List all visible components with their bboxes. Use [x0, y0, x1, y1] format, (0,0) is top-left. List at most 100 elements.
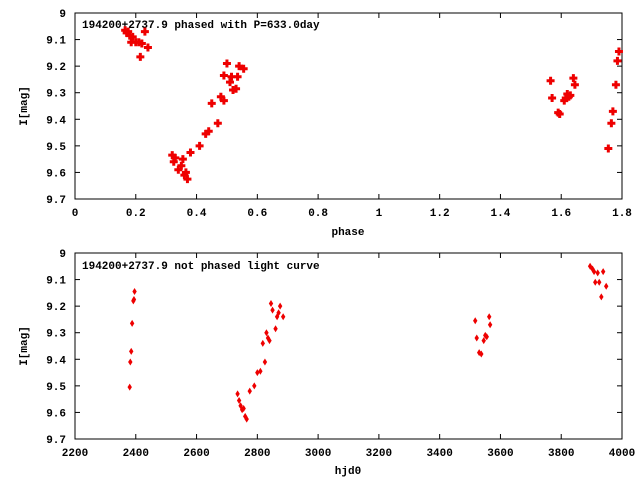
unphased-y-tick-label: 9.7 [46, 435, 66, 447]
phased-x-tick-label: 1.4 [491, 208, 511, 220]
unphased-y-tick-label: 9.3 [46, 329, 66, 341]
unphased-data-point [241, 404, 246, 412]
unphased-data-point [236, 396, 242, 404]
unphased-data-point [128, 358, 133, 366]
phased-x-tick-label: 0.8 [308, 208, 328, 220]
unphased-data-point [280, 313, 286, 321]
unphased-data-point [267, 337, 272, 345]
phased-data-point [183, 175, 192, 184]
unphased-x-tick-label: 2800 [244, 448, 270, 460]
unphased-x-tick-label: 3000 [305, 448, 331, 460]
unphased-data-point [127, 383, 132, 391]
unphased-data-point [597, 278, 602, 286]
unphased-data-point [273, 325, 278, 333]
unphased-data-point [481, 337, 486, 345]
phased-data-point [608, 107, 617, 116]
phased-data-point [140, 27, 149, 36]
phased-data-point [207, 99, 216, 108]
unphased-data-point [484, 333, 489, 341]
phased-data-point [570, 80, 579, 89]
phased-data-point [555, 109, 564, 118]
unphased-data-point [239, 406, 245, 414]
unphased-chart-title: 194200+2737.9 not phased light curve [82, 261, 320, 273]
phased-data-point [239, 64, 248, 73]
unphased-data-point [487, 313, 492, 321]
unphased-y-tick-label: 9.2 [46, 302, 66, 314]
phased-data-point [216, 92, 225, 101]
phased-data-point [219, 71, 228, 80]
unphased-data-point [268, 299, 274, 307]
unphased-axes: 2200 2400 2600 2800 3000 3200 3400 3600 3800 4000… [46, 249, 635, 460]
phased-x-tick-label: 0.2 [126, 208, 146, 220]
unphased-data-point [473, 317, 478, 325]
phased-data-point [136, 52, 145, 61]
unphased-data-point [129, 319, 135, 327]
phased-data-points [121, 26, 623, 184]
phased-data-point [174, 165, 183, 174]
unphased-data-point [131, 296, 137, 303]
phased-x-axis-label: phase [331, 227, 364, 239]
phased-data-point [233, 72, 242, 81]
phased-x-tick-label: 0 [72, 208, 79, 220]
phased-y-tick-label: 9 [59, 9, 66, 21]
phased-data-point [235, 62, 244, 71]
unphased-data-point [264, 329, 269, 337]
phased-y-tick-label: 9.6 [46, 168, 66, 180]
unphased-x-tick-label: 3800 [548, 448, 574, 460]
phased-data-point [569, 74, 578, 83]
phased-data-point [178, 155, 187, 164]
phased-x-tick-label: 1 [376, 208, 383, 220]
phased-x-tick-label: 1.8 [612, 208, 632, 220]
phased-y-tick-label: 9.4 [46, 115, 66, 127]
phased-data-point [546, 76, 555, 85]
phased-x-tick-label: 0.4 [187, 208, 207, 220]
phased-data-point [204, 127, 213, 136]
phased-data-point [560, 96, 569, 105]
unphased-y-tick-label: 9.5 [46, 382, 66, 394]
phased-data-point [232, 84, 241, 93]
phased-x-tick-label: 1.2 [430, 208, 450, 220]
unphased-x-tick-label: 4000 [609, 448, 635, 460]
unphased-data-point [593, 278, 598, 286]
phased-data-point [201, 129, 210, 138]
unphased-x-tick-label: 3400 [426, 448, 452, 460]
phased-data-point [613, 56, 622, 65]
unphased-data-point [258, 367, 263, 375]
unphased-data-point [252, 382, 257, 390]
unphased-plot-frame [74, 252, 623, 440]
unphased-data-point [235, 390, 240, 398]
unphased-data-point [129, 347, 134, 355]
unphased-data-point [277, 302, 283, 310]
phased-data-point [548, 94, 557, 103]
phased-data-point [213, 119, 222, 128]
phased-data-point [181, 168, 190, 177]
phased-data-point [128, 32, 137, 41]
phased-data-point [604, 144, 613, 153]
phased-data-point [168, 151, 177, 160]
phased-y-tick-label: 9.7 [46, 195, 66, 207]
phased-data-point [127, 38, 136, 47]
unphased-data-point [599, 293, 604, 301]
unphased-x-tick-label: 3200 [366, 448, 392, 460]
unphased-data-point [590, 265, 595, 273]
unphased-data-point [262, 358, 268, 366]
unphased-y-axis-label: I[mag] [19, 326, 31, 366]
unphased-x-tick-label: 2200 [62, 448, 88, 460]
unphased-data-point [474, 334, 479, 342]
unphased-x-tick-label: 3600 [487, 448, 513, 460]
unphased-data-point [276, 309, 281, 317]
phased-data-point [614, 47, 623, 56]
phased-axes: 0 0.2 0.4 0.6 0.8 1 1.2 1.4 1.6 1.8 9 9.1 9.2 9.3 9.4 9… [46, 9, 632, 220]
unphased-x-axis-label: hjd0 [335, 466, 361, 478]
phased-plot-frame [74, 12, 623, 200]
phased-x-tick-label: 1.6 [551, 208, 571, 220]
unphased-data-point [260, 339, 266, 347]
unphased-data-point [270, 306, 275, 314]
phased-data-point [227, 72, 236, 81]
unphased-data-point [591, 268, 597, 276]
phased-data-point [137, 39, 146, 48]
phased-data-point [607, 119, 616, 128]
phased-y-tick-label: 9.5 [46, 142, 66, 154]
